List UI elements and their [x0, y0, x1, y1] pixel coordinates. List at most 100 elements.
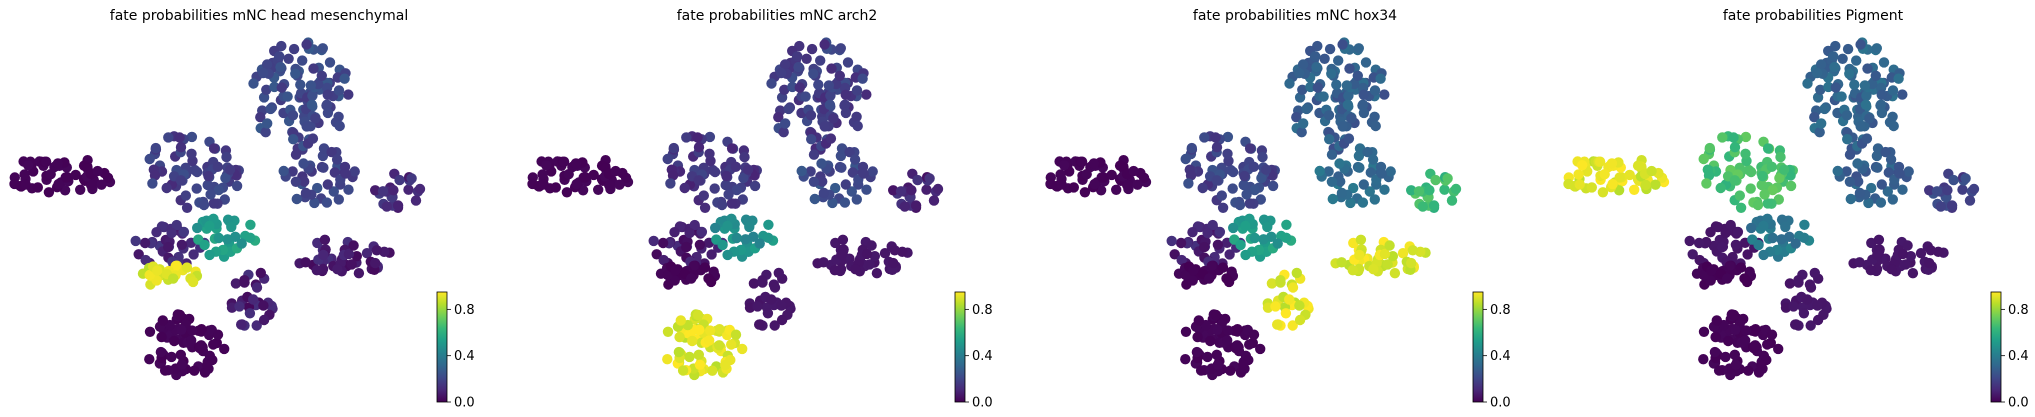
scatter-point	[144, 354, 155, 365]
scatter-point	[1819, 103, 1830, 115]
colorbar-tick-label: 0.8	[972, 303, 993, 318]
scatter-point	[717, 239, 728, 251]
scatter-point	[889, 245, 900, 256]
scatter-point	[1244, 198, 1255, 209]
scatter-point	[1326, 176, 1338, 187]
scatter-point	[52, 158, 64, 169]
scatter-point	[1076, 156, 1088, 167]
colorbar	[1990, 291, 2002, 403]
scatter-point	[730, 329, 742, 340]
scatter-point	[709, 183, 720, 194]
scatter-point	[686, 273, 697, 284]
scatter-point	[1594, 156, 1606, 167]
scatter-point	[287, 110, 299, 121]
scatter-point	[818, 187, 830, 199]
scatter-point	[1883, 167, 1894, 178]
scatter-point	[1384, 240, 1395, 251]
scatter-point	[151, 227, 162, 238]
scatter-point	[19, 169, 30, 180]
scatter-point	[1841, 110, 1853, 121]
scatter-point	[1573, 169, 1584, 180]
scatter-point	[339, 73, 350, 84]
scatter-point	[213, 232, 224, 244]
scatter-point	[1729, 142, 1741, 153]
scatter-point	[410, 195, 422, 206]
scatter-point	[1227, 183, 1238, 194]
scatter-point	[866, 240, 877, 251]
scatter-point	[1798, 308, 1810, 319]
scatter-point	[1750, 340, 1761, 351]
scatter-plot: 0.0 0.4 0.8	[9, 37, 475, 411]
scatter-point	[1842, 134, 1853, 145]
scatter-point	[1369, 194, 1380, 205]
scatter-point	[1861, 90, 1872, 102]
scatter-point	[1175, 237, 1187, 249]
scatter-point	[1272, 319, 1283, 330]
scatter-point	[912, 174, 923, 186]
scatter-point	[221, 151, 232, 163]
scatter-point	[349, 166, 360, 177]
scatter-point	[236, 238, 247, 249]
scatter-point	[1216, 190, 1227, 201]
scatter-point	[1379, 184, 1390, 195]
scatter-point	[1750, 324, 1761, 335]
scatter-point	[1326, 149, 1338, 160]
scatter-point	[1238, 179, 1249, 191]
scatter-point	[614, 179, 625, 190]
scatter-point	[541, 160, 552, 171]
scatter-point	[306, 99, 318, 111]
scatter-point	[1297, 84, 1308, 96]
scatter-point	[1336, 257, 1347, 268]
scatter-point	[1343, 133, 1355, 144]
scatter-point	[792, 51, 803, 62]
scatter-point	[333, 111, 344, 123]
scatter-point	[1382, 259, 1393, 270]
scatter-point	[1776, 234, 1787, 245]
scatter-point	[1586, 182, 1597, 193]
scatter-point	[1318, 91, 1329, 102]
scatter-point	[297, 55, 308, 66]
scatter-point	[1362, 146, 1373, 158]
scatter-point	[1871, 43, 1882, 54]
scatter-point	[1228, 222, 1239, 234]
scatter-point	[307, 133, 319, 144]
scatter-point	[1694, 254, 1705, 266]
scatter-point	[1830, 82, 1841, 93]
colorbar-tick-label: 0.0	[1490, 396, 1511, 411]
scatter-point	[1224, 249, 1235, 260]
scatter-point	[333, 85, 345, 96]
scatter-point	[1730, 239, 1742, 250]
scatter-point	[769, 282, 781, 293]
scatter-point	[176, 239, 188, 250]
scatter-point	[1387, 251, 1398, 262]
scatter-point	[1244, 339, 1255, 350]
scatter-point	[1844, 68, 1855, 80]
scatter-point	[149, 170, 161, 181]
scatter-point	[1266, 278, 1278, 289]
scatter-point	[651, 249, 662, 260]
scatter-point	[324, 57, 336, 68]
scatter-plot: 0.0 0.4 0.8	[527, 37, 993, 411]
scatter-point	[1193, 315, 1204, 326]
scatter-point	[836, 249, 847, 261]
scatter-point	[742, 164, 754, 175]
scatter-point	[322, 179, 333, 190]
scatter-point	[1698, 269, 1709, 281]
scatter-point	[1762, 198, 1773, 209]
scatter-point	[693, 349, 704, 360]
scatter-point	[780, 118, 791, 129]
scatter-point	[1337, 121, 1348, 132]
scatter-point	[1270, 301, 1281, 312]
scatter-point	[1186, 142, 1197, 154]
scatter-point	[699, 262, 711, 273]
scatter-point	[1397, 248, 1409, 259]
scatter-point	[665, 178, 676, 189]
scatter-point	[1624, 169, 1635, 181]
scatter-point	[1364, 186, 1375, 197]
scatter-point	[326, 146, 337, 158]
scatter-point	[186, 148, 197, 159]
scatter-point	[282, 91, 293, 102]
panel-4: fate probabilities Pigment 0.0 0.4 0.8	[1554, 0, 2035, 417]
scatter-point	[692, 309, 704, 321]
scatter-point	[879, 248, 891, 259]
